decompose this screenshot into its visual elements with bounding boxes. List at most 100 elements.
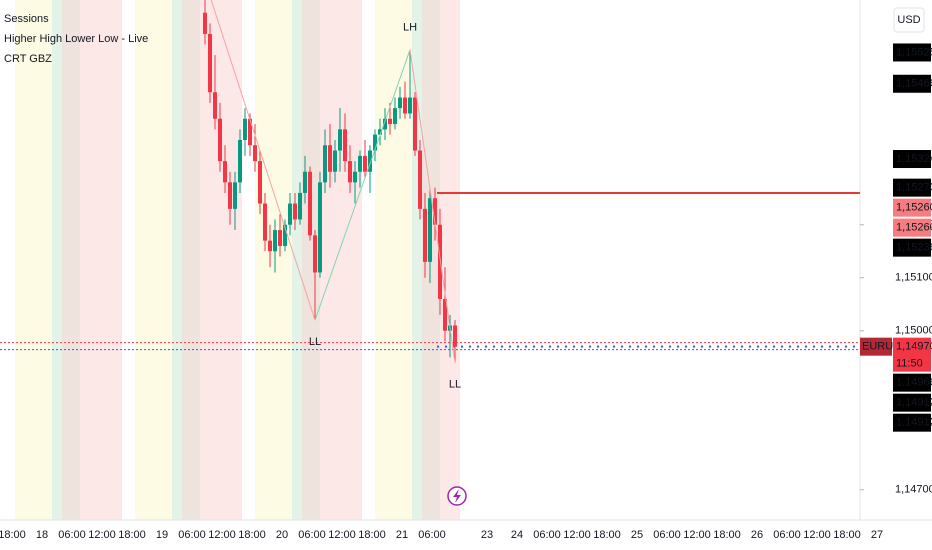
candle-body: [283, 224, 287, 246]
price-badge: [893, 74, 931, 93]
candle-body: [388, 118, 392, 125]
session-band: [172, 0, 182, 520]
x-tick-label: 23: [481, 529, 493, 541]
candle-body: [423, 208, 427, 262]
price-badge-label: 1,14912: [896, 417, 932, 429]
candle-body: [233, 182, 237, 209]
x-tick-label: 12:00: [208, 529, 236, 541]
session-band: [302, 0, 320, 520]
x-tick-label: 24: [511, 529, 523, 541]
candle-body: [243, 118, 247, 140]
price-badge: [893, 373, 931, 392]
candle-body: [353, 171, 357, 183]
x-tick-label: 06:00: [58, 529, 86, 541]
session-band: [440, 0, 460, 520]
candle-body: [403, 97, 407, 114]
candle-body: [218, 118, 222, 162]
session-band: [135, 0, 172, 520]
x-tick-label: 18:00: [238, 529, 266, 541]
price-badge-label: 1,14912: [896, 397, 932, 409]
candle-body: [438, 224, 442, 299]
currency-label[interactable]: USD: [897, 14, 920, 26]
price-badge: [893, 150, 931, 169]
price-badge-label: 1,15525: [896, 46, 932, 58]
x-tick-label: 06:00: [418, 529, 446, 541]
x-tick-label: 06:00: [178, 529, 206, 541]
y-tick-label: 1,15100: [895, 272, 932, 284]
price-badge: [893, 393, 931, 412]
candle-body: [378, 129, 382, 135]
session-band: [62, 0, 80, 520]
candle-body: [333, 150, 337, 172]
x-tick-label: 06:00: [773, 529, 801, 541]
candle-body: [248, 118, 252, 146]
session-band: [292, 0, 302, 520]
candle-body: [413, 97, 417, 151]
countdown-label: 11:50: [896, 358, 923, 370]
x-tick-label: 18:00: [358, 529, 386, 541]
candle-body: [228, 182, 232, 209]
candle-body: [393, 108, 397, 125]
candle-body: [428, 198, 432, 262]
price-badge: [893, 43, 931, 62]
x-tick-label: 18: [36, 529, 48, 541]
candle-body: [303, 171, 307, 193]
price-badge: [893, 413, 931, 432]
x-tick-label: 18:00: [833, 529, 861, 541]
x-tick-label: 21: [396, 529, 408, 541]
price-badge-label: 1,15270: [896, 182, 932, 194]
candle-body: [273, 230, 277, 252]
candle-body: [398, 97, 402, 109]
x-tick-label: 12:00: [803, 529, 831, 541]
pivot-label: LL: [449, 378, 461, 390]
candle-body: [313, 235, 317, 273]
candle-body: [258, 161, 262, 204]
x-tick-label: 26: [751, 529, 763, 541]
session-band: [412, 0, 422, 520]
candle-body: [263, 203, 267, 241]
candle-body: [318, 182, 322, 273]
candle-body: [203, 12, 207, 34]
candle-body: [368, 150, 372, 172]
price-badge-label: 1,15324: [896, 153, 932, 165]
y-tick-label: 1,14700: [895, 484, 932, 496]
candle-body: [348, 161, 352, 183]
session-bands: [15, 0, 460, 520]
session-band: [80, 0, 122, 520]
price-badge: [893, 238, 931, 257]
x-tick-label: 18:00: [713, 529, 741, 541]
session-band: [375, 0, 412, 520]
x-tick-label: 18:00: [593, 529, 621, 541]
session-band: [255, 0, 292, 520]
candle-body: [433, 198, 437, 225]
session-band: [15, 0, 52, 520]
candle-body: [293, 203, 297, 220]
price-badge-label: 1,15260: [896, 202, 932, 214]
x-tick-label: 20: [276, 529, 288, 541]
candle-body: [418, 150, 422, 209]
candle-body: [363, 155, 367, 172]
currency-button[interactable]: [893, 7, 925, 33]
candle-body: [278, 230, 282, 246]
last-price-badge: [893, 337, 931, 372]
x-tick-label: 18:00: [118, 529, 146, 541]
x-tick-label: 25: [631, 529, 643, 541]
alert-icon[interactable]: [447, 486, 467, 506]
candle-body: [268, 240, 272, 252]
legend-text: Sessions: [4, 13, 49, 25]
session-band: [320, 0, 362, 520]
price-badge-label: 1,14966: [896, 377, 932, 389]
pivot-label: LL: [309, 336, 321, 348]
candle-body: [323, 145, 327, 183]
session-band: [200, 0, 242, 520]
candle-body: [358, 155, 362, 172]
zigzag-segment: [210, 0, 316, 321]
x-tick-label: 18:00: [0, 529, 26, 541]
candle-body: [208, 33, 212, 93]
candle-body: [253, 145, 257, 162]
candle-body: [298, 192, 302, 220]
candle-body: [238, 139, 242, 183]
x-tick-label: 06:00: [298, 529, 326, 541]
